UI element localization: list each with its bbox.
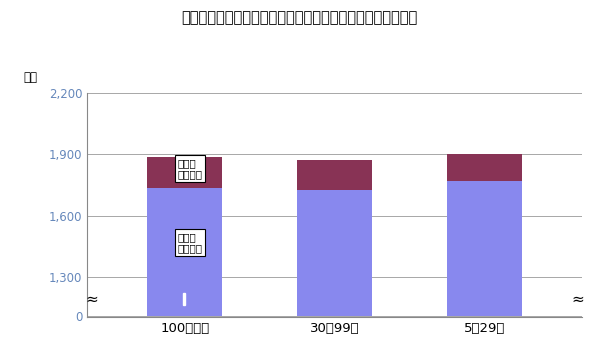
Text: 所定内
労働時間: 所定内 労働時間 [177,232,202,253]
Bar [297,189,372,315]
Text: ≈: ≈ [86,292,98,307]
Text: 図２６　総実労働時間（年間）の規模別比較（調査産業計）: 図２６ 総実労働時間（年間）の規模別比較（調査産業計） [181,10,418,26]
Text: 時間: 時間 [23,71,37,84]
Bar [147,189,222,315]
Text: 所定外
労働時間: 所定外 労働時間 [177,158,202,180]
Bar [183,293,184,305]
Bar [447,154,522,181]
Bar [447,181,522,315]
Text: ≈: ≈ [571,292,583,307]
Bar [147,157,222,189]
Bar [297,160,372,189]
